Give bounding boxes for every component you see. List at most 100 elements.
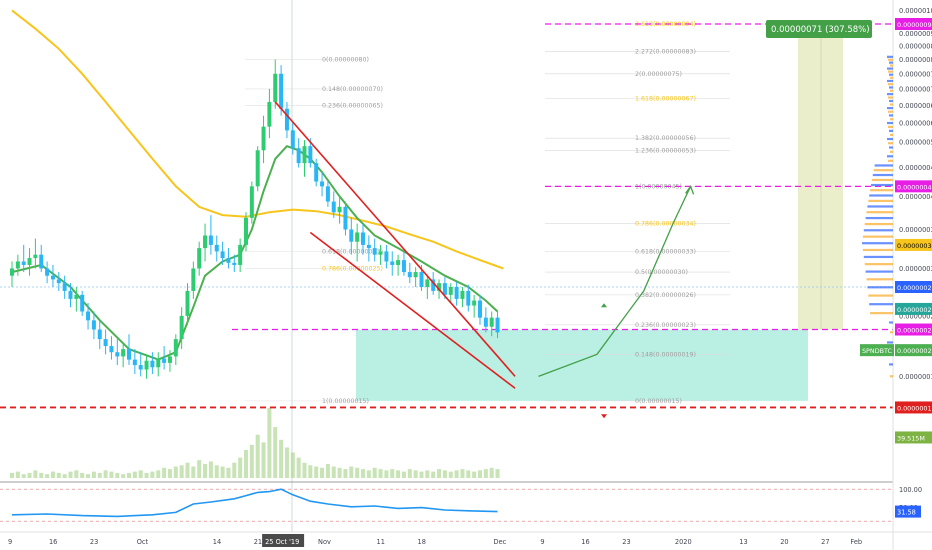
price-axis-tick: 0.00000065: [899, 102, 932, 110]
candle-body: [302, 146, 307, 164]
candle-body: [472, 300, 477, 306]
fib-lower-label: 0.236(0.00000065): [322, 102, 383, 109]
candle-body: [466, 290, 471, 306]
volume-bar: [267, 408, 272, 478]
candle-body: [489, 317, 494, 327]
price-label-box: [895, 180, 932, 193]
candle-body: [308, 146, 313, 164]
fib-upper-label: 0.5(0.00000030): [635, 269, 688, 276]
price-label: 0.00000045: [895, 180, 932, 193]
volume-bar: [144, 472, 149, 478]
candle-body: [208, 235, 213, 245]
candle-body: [290, 130, 295, 149]
volume-profile-bar: [864, 222, 893, 226]
volume-bar: [50, 471, 55, 478]
time-axis-tick: Feb: [850, 538, 862, 546]
volume-bar: [349, 466, 354, 478]
time-axis-tick: Oct: [137, 538, 149, 546]
volume-bar: [232, 462, 237, 478]
volume-bar: [15, 471, 20, 478]
volume-profile-bar: [863, 255, 893, 259]
volume-profile-bar: [889, 99, 893, 103]
price-label-text: 0.00000034: [897, 242, 932, 250]
candle-body: [173, 339, 178, 357]
price-labels-layer: 0.00000094 0.00000045 0.00000034 0.00000028…: [860, 18, 932, 444]
candle-body: [179, 315, 184, 340]
volume-profile-bar: [862, 235, 893, 238]
volume-bar: [343, 469, 348, 478]
fib-upper-label: 1.382(0.00000056): [635, 135, 696, 142]
time-axis-tick: 27: [821, 538, 829, 546]
volume-bar: [366, 470, 371, 478]
volume-bar: [27, 472, 32, 478]
candle-body: [325, 186, 330, 202]
price-label-box: [895, 18, 932, 31]
volume-profile-bar: [862, 248, 893, 252]
measure-label: 0.00000071 (307.58%) 71: [766, 20, 883, 38]
volume-profile-bar: [888, 142, 893, 145]
candle-body: [132, 359, 137, 366]
price-axis-tick: 0.00000070: [899, 85, 932, 93]
volume-bar: [407, 469, 412, 478]
fib-upper-label: 2(0.00000075): [635, 71, 682, 78]
candle-body: [27, 258, 32, 265]
candle-body: [156, 358, 161, 368]
volume-bar: [483, 469, 488, 478]
sell-signal-arrow: [601, 414, 607, 419]
price-axis-tick: 0.00000085: [899, 43, 932, 51]
volume-bar: [220, 466, 225, 478]
volume-profile-bar: [887, 55, 893, 58]
volume-bar: [179, 465, 184, 478]
time-highlight-box: [262, 534, 305, 547]
price-label-text: 0.00000023: [897, 347, 932, 355]
buy-signal-arrow: [601, 303, 607, 308]
volume-profile-bar: [872, 173, 893, 177]
candle-body: [460, 290, 465, 299]
volume-profile-bar: [869, 194, 893, 197]
volume-bar: [138, 470, 143, 478]
volume-bar: [472, 471, 477, 478]
volume-profile-bar: [871, 183, 893, 187]
volume-bar: [33, 470, 38, 478]
volume-profile-bar: [867, 205, 893, 208]
volume-bar: [390, 469, 395, 478]
volume-bar: [156, 470, 161, 478]
fib-lower-label: 0.786(0.00000025): [322, 265, 383, 272]
fib-upper-label: 0(0.00000015): [635, 398, 682, 405]
volume-profile-bar: [871, 178, 893, 182]
volume-bar: [39, 472, 44, 478]
volume-bar: [460, 469, 465, 478]
candle-body: [56, 279, 61, 284]
fib-upper-label: 0.148(0.00000019): [635, 351, 696, 358]
volume-layer: [10, 408, 500, 478]
volume-profile-bar: [888, 58, 893, 61]
volume-profile-bar: [890, 76, 893, 79]
volume-bar: [244, 450, 248, 478]
candle-body: [10, 268, 14, 276]
candle-body: [425, 279, 430, 288]
volume-profile-bar: [867, 286, 893, 289]
price-axis-tick: 0.00000090: [899, 30, 932, 38]
volume-profile-bar: [889, 363, 893, 366]
volume-profile-bar: [865, 270, 893, 273]
volume-bar: [448, 471, 453, 478]
candle-body: [366, 244, 371, 249]
price-axis-tick: 0.00000025: [899, 312, 932, 320]
volume-bar: [162, 467, 167, 478]
volume-profile-bar: [890, 89, 893, 92]
price-label-box: [895, 323, 932, 336]
time-axis-tick: 16: [49, 538, 57, 546]
volume-profile-bar: [888, 70, 893, 73]
volume-bar: [173, 466, 178, 478]
volume-bar: [127, 472, 131, 478]
time-axis-tick: 20: [780, 538, 788, 546]
price-label: 0.00000025: [895, 302, 932, 315]
price-axis-tick: 0.00000049: [899, 164, 932, 172]
volume-bar: [74, 470, 79, 478]
candle-body: [86, 311, 91, 321]
rsi-current-label: 31.58: [897, 509, 916, 517]
projection-zone: [798, 24, 843, 330]
volume-bar: [314, 466, 319, 478]
